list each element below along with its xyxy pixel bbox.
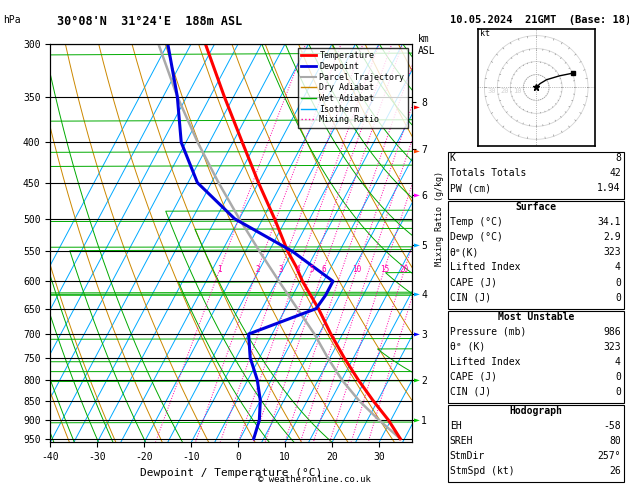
Text: ►: ► bbox=[414, 190, 420, 200]
Text: Lifted Index: Lifted Index bbox=[450, 262, 520, 273]
Text: -58: -58 bbox=[603, 421, 621, 431]
Text: ►: ► bbox=[414, 289, 420, 298]
Text: SREH: SREH bbox=[450, 436, 473, 446]
Text: Mixing Ratio (g/kg): Mixing Ratio (g/kg) bbox=[435, 171, 444, 266]
Text: 34.1: 34.1 bbox=[598, 217, 621, 227]
Text: 10.05.2024  21GMT  (Base: 18): 10.05.2024 21GMT (Base: 18) bbox=[450, 15, 629, 25]
Text: 26: 26 bbox=[609, 466, 621, 476]
Text: ►: ► bbox=[414, 146, 420, 156]
Text: 257°: 257° bbox=[598, 451, 621, 461]
Text: StmSpd (kt): StmSpd (kt) bbox=[450, 466, 515, 476]
Text: θᵉ(K): θᵉ(K) bbox=[450, 247, 479, 258]
Text: CIN (J): CIN (J) bbox=[450, 293, 491, 303]
Text: 1: 1 bbox=[218, 265, 222, 274]
Text: CAPE (J): CAPE (J) bbox=[450, 372, 497, 382]
Text: ►: ► bbox=[414, 101, 420, 111]
Text: Totals Totals: Totals Totals bbox=[450, 168, 526, 178]
Text: 10: 10 bbox=[352, 265, 361, 274]
Text: 20: 20 bbox=[400, 265, 409, 274]
X-axis label: Dewpoint / Temperature (°C): Dewpoint / Temperature (°C) bbox=[140, 468, 322, 478]
Text: θᵉ (K): θᵉ (K) bbox=[450, 342, 485, 352]
Text: Pressure (mb): Pressure (mb) bbox=[450, 327, 526, 337]
Text: EH: EH bbox=[450, 421, 462, 431]
Text: © weatheronline.co.uk: © weatheronline.co.uk bbox=[258, 474, 371, 484]
Text: 1.94: 1.94 bbox=[598, 183, 621, 193]
Text: 30: 30 bbox=[487, 87, 496, 94]
Text: CIN (J): CIN (J) bbox=[450, 387, 491, 397]
Text: 20: 20 bbox=[501, 87, 509, 94]
Text: 2: 2 bbox=[255, 265, 260, 274]
Text: 986: 986 bbox=[603, 327, 621, 337]
Text: 80: 80 bbox=[609, 436, 621, 446]
Text: 4: 4 bbox=[615, 262, 621, 273]
Text: 42: 42 bbox=[609, 168, 621, 178]
Text: Most Unstable: Most Unstable bbox=[498, 312, 574, 322]
Text: 4: 4 bbox=[615, 357, 621, 367]
Text: Surface: Surface bbox=[516, 202, 557, 212]
Text: 15: 15 bbox=[380, 265, 389, 274]
Text: 323: 323 bbox=[603, 247, 621, 258]
Text: 0: 0 bbox=[615, 387, 621, 397]
Text: 3: 3 bbox=[279, 265, 283, 274]
Text: 6: 6 bbox=[321, 265, 326, 274]
Legend: Temperature, Dewpoint, Parcel Trajectory, Dry Adiabat, Wet Adiabat, Isotherm, Mi: Temperature, Dewpoint, Parcel Trajectory… bbox=[298, 48, 408, 127]
Text: 8: 8 bbox=[615, 153, 621, 163]
Text: PW (cm): PW (cm) bbox=[450, 183, 491, 193]
Text: kt: kt bbox=[481, 29, 491, 37]
Text: 30°08'N  31°24'E  188m ASL: 30°08'N 31°24'E 188m ASL bbox=[57, 15, 242, 28]
Text: 10: 10 bbox=[513, 87, 522, 94]
Text: CAPE (J): CAPE (J) bbox=[450, 278, 497, 288]
Text: 0: 0 bbox=[615, 293, 621, 303]
Text: ►: ► bbox=[414, 329, 420, 339]
Text: 0: 0 bbox=[615, 372, 621, 382]
Text: km: km bbox=[418, 34, 430, 44]
Text: Hodograph: Hodograph bbox=[509, 406, 563, 416]
Text: hPa: hPa bbox=[3, 15, 21, 25]
Text: 2.9: 2.9 bbox=[603, 232, 621, 243]
Text: K: K bbox=[450, 153, 455, 163]
Text: Lifted Index: Lifted Index bbox=[450, 357, 520, 367]
Text: ►: ► bbox=[414, 415, 420, 425]
Text: 5: 5 bbox=[309, 265, 314, 274]
Text: Dewp (°C): Dewp (°C) bbox=[450, 232, 503, 243]
Text: StmDir: StmDir bbox=[450, 451, 485, 461]
Text: 0: 0 bbox=[615, 278, 621, 288]
Text: Temp (°C): Temp (°C) bbox=[450, 217, 503, 227]
Text: 4: 4 bbox=[296, 265, 301, 274]
Text: ASL: ASL bbox=[418, 46, 436, 56]
Text: ►: ► bbox=[414, 375, 420, 385]
Text: 323: 323 bbox=[603, 342, 621, 352]
Text: ►: ► bbox=[414, 240, 420, 250]
